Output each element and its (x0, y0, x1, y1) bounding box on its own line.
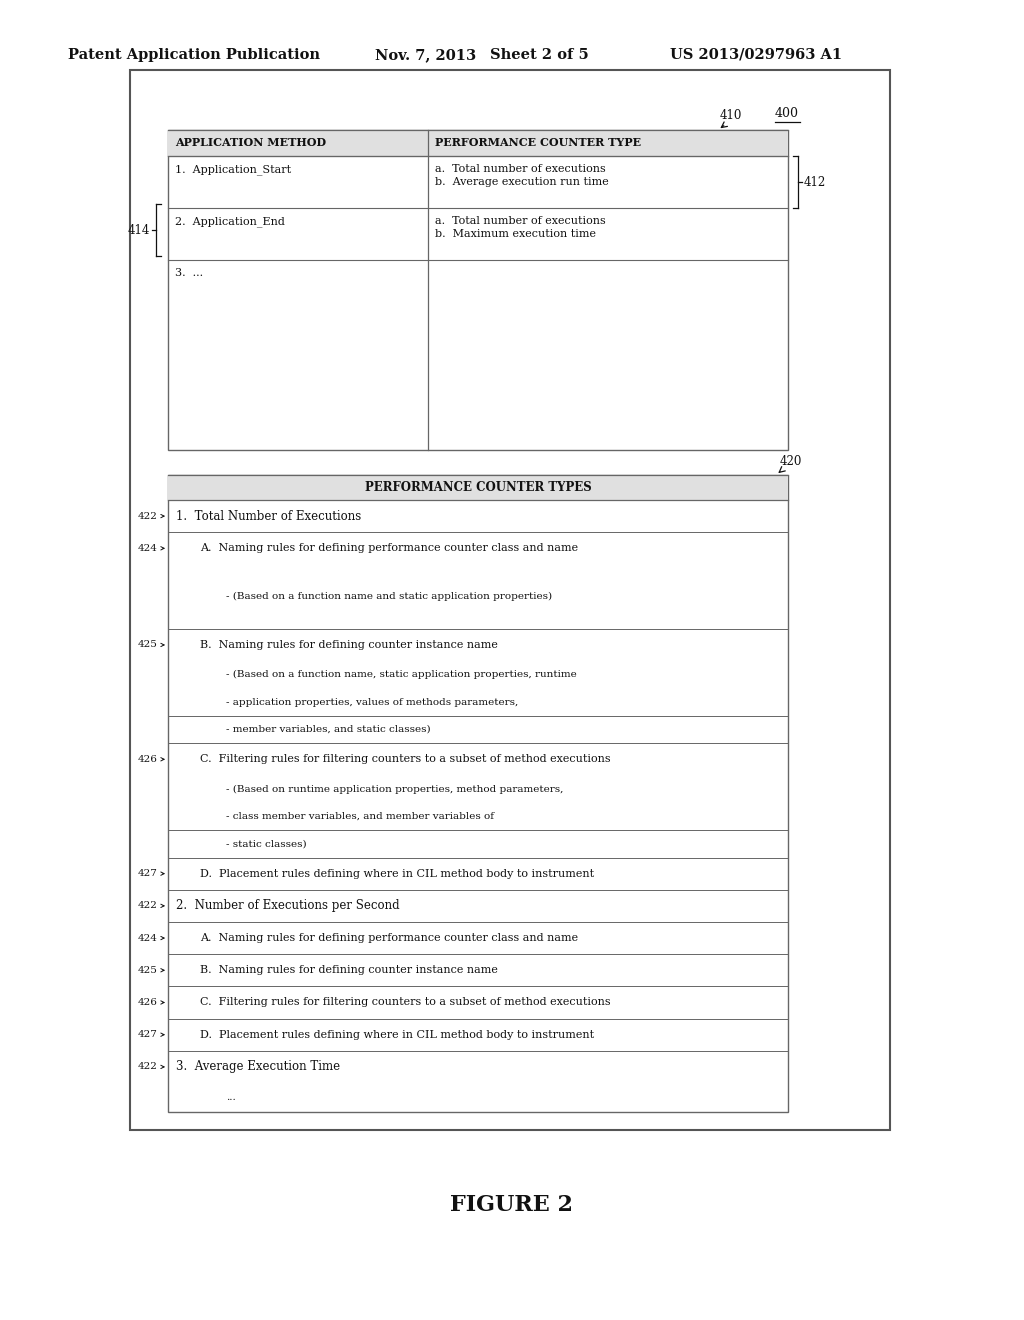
Text: 1.  Application_Start: 1. Application_Start (175, 164, 291, 174)
Text: Sheet 2 of 5: Sheet 2 of 5 (490, 48, 589, 62)
Text: 400: 400 (775, 107, 799, 120)
Bar (168, 129, 788, 450)
Text: APPLICATION METHOD: APPLICATION METHOD (175, 137, 326, 149)
Text: B.  Naming rules for defining counter instance name: B. Naming rules for defining counter ins… (200, 965, 498, 975)
Text: a.  Total number of executions: a. Total number of executions (435, 164, 606, 174)
Text: b.  Maximum execution time: b. Maximum execution time (435, 228, 596, 239)
Text: 3.  Average Execution Time: 3. Average Execution Time (176, 1060, 340, 1073)
Text: - (Based on a function name and static application properties): - (Based on a function name and static a… (226, 593, 552, 601)
Text: 425: 425 (138, 640, 158, 649)
Text: PERFORMANCE COUNTER TYPES: PERFORMANCE COUNTER TYPES (365, 480, 592, 494)
Text: 422: 422 (138, 902, 158, 911)
Text: - class member variables, and member variables of: - class member variables, and member var… (226, 812, 494, 821)
Text: 412: 412 (804, 176, 826, 189)
Text: PERFORMANCE COUNTER TYPE: PERFORMANCE COUNTER TYPE (435, 137, 641, 149)
Text: 427: 427 (138, 869, 158, 878)
Text: - (Based on a function name, static application properties, runtime: - (Based on a function name, static appl… (226, 671, 577, 680)
Text: C.  Filtering rules for filtering counters to a subset of method executions: C. Filtering rules for filtering counter… (200, 754, 610, 764)
Text: A.  Naming rules for defining performance counter class and name: A. Naming rules for defining performance… (200, 933, 579, 942)
Text: - member variables, and static classes): - member variables, and static classes) (226, 725, 431, 734)
Text: 422: 422 (138, 1063, 158, 1072)
Text: A.  Naming rules for defining performance counter class and name: A. Naming rules for defining performance… (200, 544, 579, 553)
Text: - (Based on runtime application properties, method parameters,: - (Based on runtime application properti… (226, 784, 563, 793)
Text: US 2013/0297963 A1: US 2013/0297963 A1 (670, 48, 842, 62)
Text: 3.  ...: 3. ... (175, 268, 203, 279)
Text: B.  Naming rules for defining counter instance name: B. Naming rules for defining counter ins… (200, 640, 498, 649)
Text: D.  Placement rules defining where in CIL method body to instrument: D. Placement rules defining where in CIL… (200, 1030, 594, 1040)
Text: 425: 425 (138, 966, 158, 974)
Text: b.  Average execution run time: b. Average execution run time (435, 177, 609, 187)
Text: 1.  Total Number of Executions: 1. Total Number of Executions (176, 510, 361, 523)
Text: 422: 422 (138, 512, 158, 520)
Text: 420: 420 (780, 455, 803, 469)
Text: - application properties, values of methods parameters,: - application properties, values of meth… (226, 698, 518, 706)
Text: 424: 424 (138, 933, 158, 942)
Text: 2.  Application_End: 2. Application_End (175, 216, 285, 227)
Bar (130, 70, 890, 1130)
Bar (168, 475, 788, 1111)
Text: a.  Total number of executions: a. Total number of executions (435, 216, 606, 226)
Text: 427: 427 (138, 1030, 158, 1039)
Text: FIGURE 2: FIGURE 2 (451, 1195, 573, 1216)
Text: 2.  Number of Executions per Second: 2. Number of Executions per Second (176, 899, 399, 912)
Bar (168, 475, 788, 500)
Text: 426: 426 (138, 998, 158, 1007)
Bar (168, 129, 788, 156)
Text: C.  Filtering rules for filtering counters to a subset of method executions: C. Filtering rules for filtering counter… (200, 998, 610, 1007)
Text: ...: ... (226, 1093, 236, 1102)
Text: 410: 410 (720, 110, 742, 121)
Text: Patent Application Publication: Patent Application Publication (68, 48, 319, 62)
Text: - static classes): - static classes) (226, 840, 306, 849)
Text: 426: 426 (138, 755, 158, 764)
Text: 424: 424 (138, 544, 158, 553)
Text: D.  Placement rules defining where in CIL method body to instrument: D. Placement rules defining where in CIL… (200, 869, 594, 879)
Text: Nov. 7, 2013: Nov. 7, 2013 (375, 48, 476, 62)
Text: 414: 414 (128, 223, 150, 236)
